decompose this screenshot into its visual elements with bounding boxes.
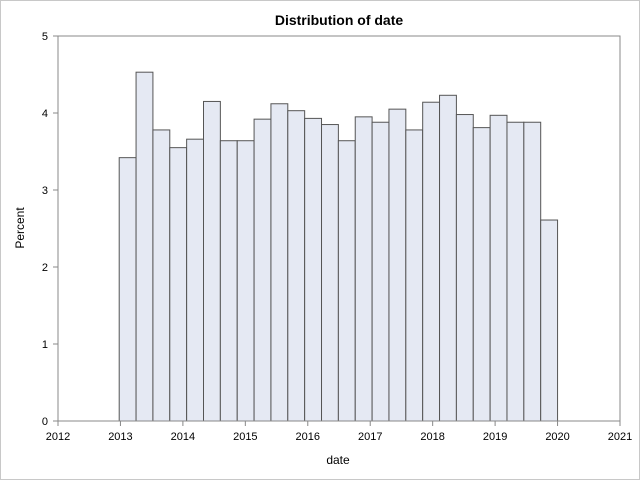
- x-tick-label: 2013: [108, 431, 132, 443]
- x-tick-label: 2012: [46, 431, 70, 443]
- y-tick-label: 0: [42, 416, 48, 428]
- histogram-bar: [169, 147, 188, 422]
- histogram-bar: [506, 121, 525, 422]
- y-tick-label: 3: [42, 185, 48, 197]
- histogram-bar: [472, 127, 491, 422]
- x-tick-label: 2016: [296, 431, 320, 443]
- x-tick-label: 2019: [483, 431, 507, 443]
- y-tick-label: 2: [42, 262, 48, 274]
- histogram-bar: [523, 121, 542, 422]
- bars-group: [118, 71, 559, 422]
- histogram-bar: [236, 140, 255, 422]
- chart-title: Distribution of date: [275, 12, 404, 28]
- histogram-bar: [321, 124, 339, 422]
- histogram-bar: [337, 140, 356, 422]
- histogram-bar: [135, 71, 154, 422]
- histogram-bar: [439, 94, 457, 422]
- histogram-bar: [203, 100, 221, 422]
- histogram-bar: [540, 219, 559, 422]
- y-tick-label: 4: [42, 108, 48, 120]
- x-axis-label: date: [326, 453, 350, 467]
- histogram-bar: [253, 118, 272, 422]
- x-tick-label: 2015: [233, 431, 257, 443]
- histogram-bar: [354, 116, 373, 422]
- y-axis-ticks: 0 1 2 3 4 5: [42, 31, 58, 428]
- x-axis-ticks: 2012 2013 2014 2015 2016 2017 2018 2019 2020 2021: [46, 421, 632, 443]
- histogram-bar: [270, 103, 289, 422]
- x-tick-label: 2021: [608, 431, 632, 443]
- histogram-bar: [304, 117, 323, 422]
- histogram-bar: [371, 121, 390, 422]
- histogram-bar: [287, 110, 306, 422]
- x-tick-label: 2020: [545, 431, 569, 443]
- x-tick-label: 2018: [420, 431, 444, 443]
- histogram-bar: [455, 114, 474, 422]
- y-tick-label: 1: [42, 339, 48, 351]
- y-axis-label: Percent: [13, 207, 27, 249]
- histogram-bar: [422, 101, 441, 422]
- histogram-bar: [489, 114, 508, 422]
- histogram-bar: [152, 129, 171, 422]
- y-tick-label: 5: [42, 31, 48, 43]
- histogram-bar: [388, 108, 407, 422]
- histogram-bar: [405, 129, 424, 422]
- x-tick-label: 2014: [171, 431, 195, 443]
- histogram-bar: [186, 138, 204, 422]
- plot-area: [57, 35, 621, 422]
- histogram-bar: [118, 157, 137, 422]
- x-tick-label: 2017: [358, 431, 382, 443]
- histogram-bar: [219, 140, 238, 422]
